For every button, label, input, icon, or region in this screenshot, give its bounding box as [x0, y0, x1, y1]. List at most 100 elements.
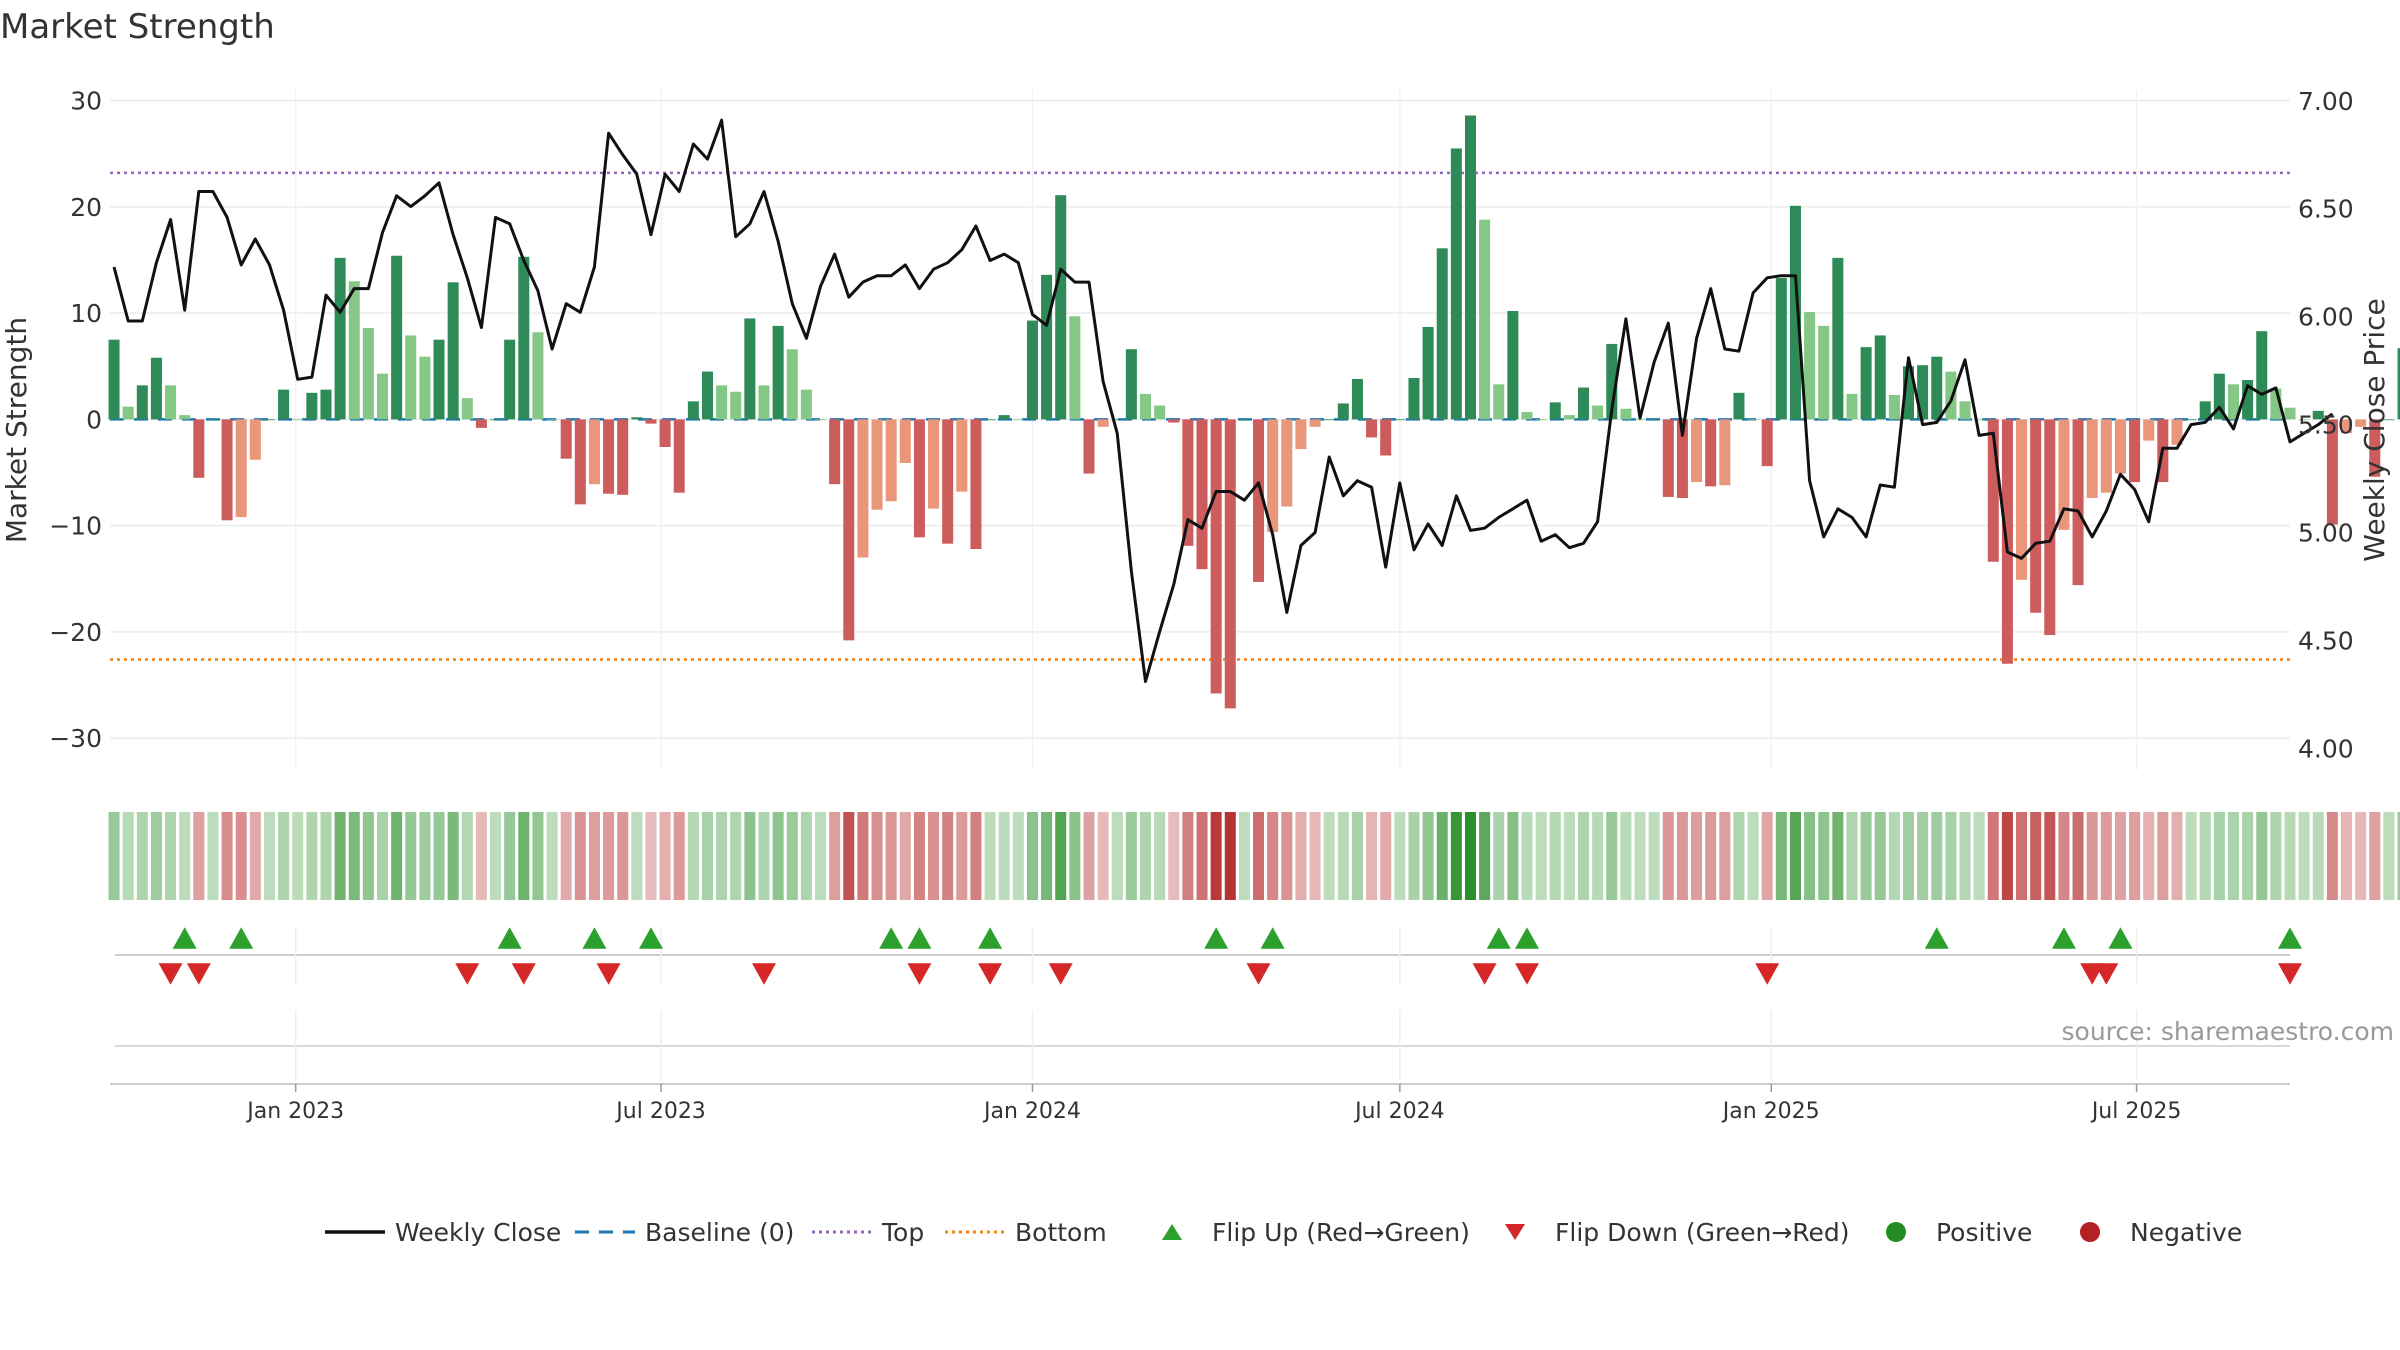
strength-bar [2114, 419, 2126, 474]
strip-cell [2030, 812, 2042, 900]
strength-bar [1295, 419, 1307, 450]
strip-cell [292, 812, 304, 900]
flip-up-marker [172, 927, 197, 949]
strip-cell [2213, 812, 2225, 900]
strength-bar [1733, 392, 1745, 420]
strip-cell [2397, 812, 2400, 900]
strength-bar [2383, 419, 2395, 421]
strength-bar [405, 335, 417, 420]
strip-cell [1323, 812, 1335, 900]
strength-bar [1097, 419, 1109, 427]
strip-cell [2143, 812, 2155, 900]
strength-color-strip [108, 812, 2400, 900]
strip-cell [2326, 812, 2338, 900]
legend-item-top: Top [812, 1218, 924, 1247]
strip-cell [2114, 812, 2126, 900]
strength-bar [1662, 419, 1674, 497]
strip-cell [1394, 812, 1406, 900]
strength-bar [1026, 320, 1038, 420]
strip-cell [645, 812, 657, 900]
strip-cell [800, 812, 812, 900]
legend-label: Bottom [1015, 1218, 1107, 1247]
strip-cell [829, 812, 841, 900]
right-y-axis: 7.00 6.50 6.00 5.50 5.00 4.50 4.00 [2298, 87, 2354, 764]
y-tick-label-right: 4.50 [2298, 626, 2354, 655]
flip-up-marker [2051, 927, 2076, 949]
strength-bar [716, 385, 728, 420]
strength-bar [1408, 377, 1420, 420]
strength-bar [1380, 419, 1392, 456]
strip-cell [1168, 812, 1180, 900]
strip-cell [2016, 812, 2028, 900]
strip-cell [1719, 812, 1731, 900]
strip-cell [815, 812, 827, 900]
strength-bar [1973, 419, 1985, 421]
strip-cell [1846, 812, 1858, 900]
flip-down-marker [2094, 963, 2119, 985]
flip-up-marker [1260, 927, 1285, 949]
y-tick-label-left: 20 [70, 193, 102, 222]
strip-cell [1083, 812, 1095, 900]
legend-item-positive: Positive [1886, 1218, 2032, 1247]
y-tick-label-right: 5.00 [2298, 519, 2354, 548]
flip-down-marker [596, 963, 621, 985]
strength-bar [871, 419, 883, 510]
strip-cell [1026, 812, 1038, 900]
strength-bar [433, 339, 445, 420]
strip-cell [1705, 812, 1717, 900]
strength-bar [391, 255, 403, 420]
strip-cell [348, 812, 360, 900]
strip-cell [263, 812, 275, 900]
strength-bar [419, 356, 431, 420]
strength-bar [857, 419, 869, 558]
strip-cell [2072, 812, 2084, 900]
strength-bar [1238, 419, 1250, 421]
strip-cell [1238, 812, 1250, 900]
strength-bar [2256, 331, 2268, 420]
strength-bar [2369, 419, 2381, 477]
strip-cell [857, 812, 869, 900]
strength-bar [1281, 419, 1293, 507]
legend-label: Weekly Close [395, 1218, 561, 1247]
strip-cell [956, 812, 968, 900]
strip-cell [701, 812, 713, 900]
strip-cell [560, 812, 572, 900]
strength-bar [150, 357, 162, 420]
strip-cell [2242, 812, 2254, 900]
strength-bar [1139, 393, 1152, 420]
strength-bar [843, 419, 855, 641]
strip-cell [1210, 812, 1222, 900]
strength-bar [1691, 419, 1703, 483]
strength-bar [659, 419, 671, 447]
y-tick-label-right: 7.00 [2298, 87, 2354, 116]
strength-bar [2129, 419, 2141, 483]
strip-cell [1408, 812, 1420, 900]
strip-cell [984, 812, 996, 900]
strength-bar [1676, 419, 1688, 498]
strength-bar [1563, 415, 1575, 420]
strip-cell [1902, 812, 1915, 900]
strength-bar [1874, 335, 1886, 420]
right-y-axis-label: Weekly Close Price [2358, 298, 2391, 561]
strip-cell [631, 812, 643, 900]
strength-bar [1832, 257, 1844, 420]
strip-cell [490, 812, 502, 900]
strip-cell [1097, 812, 1109, 900]
strip-cell [405, 812, 417, 900]
strip-cell [2199, 812, 2211, 900]
strength-bar [1719, 419, 1731, 486]
strip-cell [193, 812, 205, 900]
flip-down-marker [752, 963, 776, 985]
strip-cell [2227, 812, 2239, 900]
strength-bar [2298, 419, 2310, 421]
strip-cell [1888, 812, 1900, 900]
strength-bar [376, 373, 389, 420]
strip-cell [1789, 812, 1801, 900]
strength-bar [1549, 402, 1561, 420]
strip-cell [899, 812, 911, 900]
left-y-axis-label: Market Strength [0, 317, 33, 543]
strength-bar [1224, 419, 1236, 709]
flip-up-marker [497, 927, 522, 949]
strength-bar [1055, 195, 1067, 420]
strength-bar [1337, 403, 1349, 420]
